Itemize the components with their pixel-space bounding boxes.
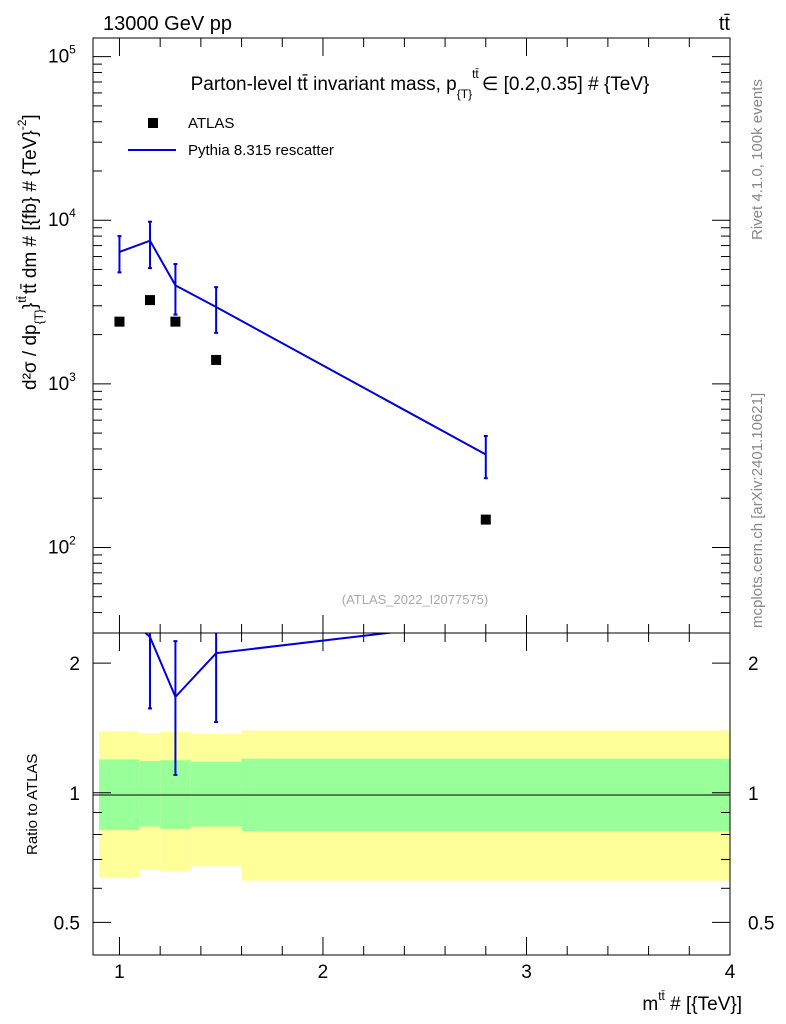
- atlas-data-point: [480, 514, 491, 525]
- analysis-watermark: (ATLAS_2022_I2077575): [342, 592, 488, 607]
- chart-title-subscript: {T}: [457, 87, 472, 101]
- y-tick-label-exponent: 5: [69, 43, 76, 57]
- chart-title: Parton-level tt̄ invariant mass, p{T}tt̄…: [191, 67, 650, 101]
- y-tick-label: 103: [48, 370, 76, 395]
- ratio-y-tick-label-right: 1: [748, 784, 759, 805]
- x-tick-label: 1: [114, 962, 125, 983]
- x-label-tail: # [{TeV}]: [665, 994, 742, 1015]
- main-y-label-part: d²σ / dp: [20, 324, 41, 390]
- chart-title-tail: ∈ [0.2,0.35] # {TeV}: [482, 74, 650, 95]
- y-tick-label-exponent: 3: [69, 370, 76, 384]
- x-tick-label: 2: [318, 962, 329, 983]
- energy-label: 13000 GeV pp: [103, 13, 232, 35]
- x-tick-label: 4: [725, 962, 736, 983]
- y-tick-label: 105: [48, 43, 76, 68]
- mcplots-source-label: mcplots.cern.ch [arXiv:2401.10621]: [749, 393, 766, 628]
- ratio-axis-ticks: 1 2 3 4 0.5 0.5 1 1 2 2: [54, 633, 774, 983]
- x-label-base: m: [642, 994, 658, 1015]
- process-label: tt̄: [719, 13, 731, 35]
- y-tick-label: 102: [48, 533, 76, 558]
- atlas-data-point: [114, 316, 125, 327]
- y-tick-label: 104: [48, 206, 76, 231]
- x-tick-label: 3: [521, 962, 532, 983]
- chart-title-superscript: tt̄: [472, 67, 479, 81]
- main-y-label-units: # [{fb} # {TeV}: [20, 130, 41, 252]
- ratio-y-tick-label-right: 2: [748, 654, 759, 675]
- x-axis-label: mtt̄ # [{TeV}]: [642, 989, 742, 1015]
- ratio-panel-frame: [92, 632, 731, 956]
- green-band-segment: [139, 761, 161, 827]
- legend-pythia-label: Pythia 8.315 rescatter: [188, 142, 334, 159]
- ratio-y-tick-label-left: 1: [69, 784, 80, 805]
- ratio-y-tick-label-left: 0.5: [54, 913, 80, 934]
- chart-title-text: Parton-level tt̄ invariant mass, p: [191, 74, 457, 95]
- atlas-data-point: [211, 354, 222, 365]
- main-y-label-sub: {T}: [32, 309, 46, 324]
- ratio-y-tick-label-left: 2: [69, 654, 80, 675]
- atlas-data-point: [144, 295, 155, 306]
- main-y-label-sup-tt: tt̄: [15, 295, 29, 302]
- ratio-data-series: [144, 633, 396, 776]
- pythia-ratio-line: [144, 633, 396, 699]
- main-data-series: [114, 220, 491, 525]
- ratio-y-axis-label: Ratio to ATLAS: [24, 754, 41, 855]
- legend-atlas-marker: [148, 118, 158, 128]
- main-y-label-dm: tt̄ dm: [20, 252, 41, 294]
- main-y-label-brace: }: [20, 303, 41, 309]
- green-band-segment: [190, 761, 242, 827]
- ratio-clipped-group: [144, 633, 396, 776]
- atlas-data-point: [170, 316, 181, 327]
- main-y-label-end: ]: [20, 114, 41, 119]
- y-tick-label-exponent: 4: [69, 206, 76, 220]
- y-tick-label-base: 10: [48, 374, 69, 395]
- y-tick-label-base: 10: [48, 537, 69, 558]
- ratio-y-tick-label-right: 0.5: [748, 913, 774, 934]
- legend-atlas-label: ATLAS: [188, 115, 234, 132]
- y-tick-label-base: 10: [48, 47, 69, 68]
- x-label-sup: tt̄: [658, 989, 665, 1003]
- y-tick-label-base: 10: [48, 210, 69, 231]
- pythia-series-line: [119, 239, 487, 456]
- y-tick-label-exponent: 2: [69, 533, 76, 547]
- rivet-version-label: Rivet 4.1.0, 100k events: [749, 79, 766, 240]
- main-y-axis-label: d²σ / dp{T}}tt̄tt̄ dm # [{fb} # {TeV}-2]: [15, 114, 46, 390]
- ratio-uncertainty-bands: [99, 730, 730, 881]
- main-y-label-exp: -2: [15, 119, 29, 130]
